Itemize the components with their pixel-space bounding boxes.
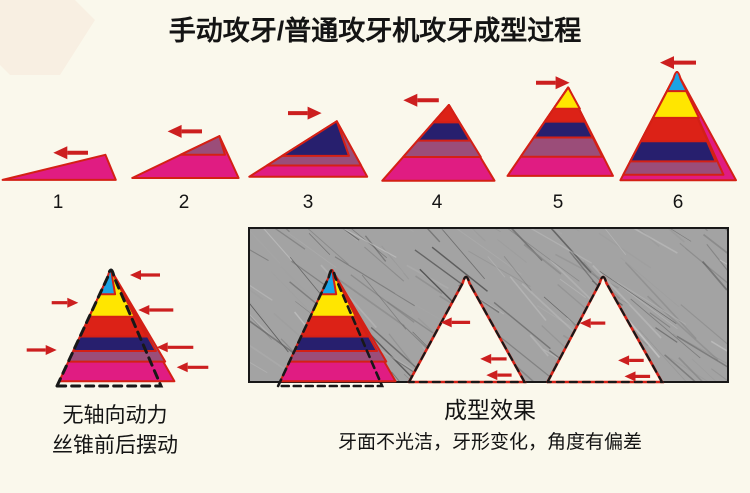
svg-text:手动攻牙/普通攻牙机攻牙成型过程: 手动攻牙/普通攻牙机攻牙成型过程 — [169, 15, 582, 46]
svg-text:6: 6 — [673, 192, 684, 213]
svg-text:5: 5 — [553, 192, 564, 213]
svg-text:牙面不光洁，牙形变化，角度有偏差: 牙面不光洁，牙形变化，角度有偏差 — [338, 431, 642, 453]
svg-text:成型效果: 成型效果 — [444, 397, 536, 423]
svg-text:2: 2 — [179, 192, 190, 213]
svg-text:丝锥前后摆动: 丝锥前后摆动 — [52, 434, 178, 457]
svg-text:无轴向动力: 无轴向动力 — [63, 404, 168, 427]
svg-text:1: 1 — [53, 192, 64, 213]
svg-text:3: 3 — [303, 192, 314, 213]
svg-text:4: 4 — [432, 192, 443, 213]
